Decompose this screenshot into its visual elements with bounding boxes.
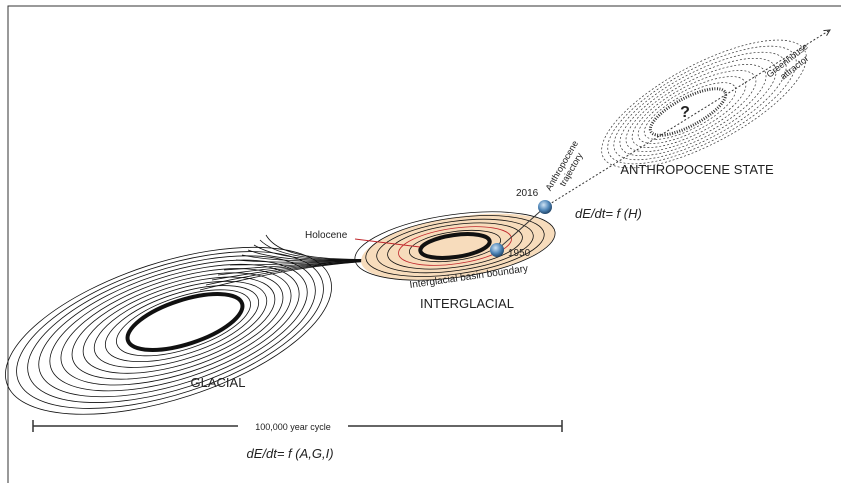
frame: [7, 5, 841, 483]
holocene-label: Holocene: [305, 230, 348, 241]
cycle-label: 100,000 year cycle: [255, 422, 331, 432]
interglacial-loop: [409, 229, 501, 263]
interglacial-loop: [365, 215, 545, 277]
equation-agi: dE/dt= f (A,G,I): [246, 446, 333, 461]
glacial-loop: [49, 263, 300, 392]
year-label: 2016: [516, 188, 539, 199]
glacial-loop: [71, 272, 284, 380]
glacial-loop: [125, 292, 245, 352]
question-mark: ?: [680, 104, 690, 121]
glacial-loop: [60, 268, 292, 386]
interglacial-attractor: [354, 211, 556, 281]
glacial-loop: [16, 251, 324, 409]
equation-h: dE/dt= f (H): [575, 206, 642, 221]
anthropocene-loop: [631, 70, 757, 148]
anthropocene-loop: [643, 82, 737, 140]
trajectory-label: Anthropocene trajectory: [543, 137, 590, 198]
glacial-loop: [27, 255, 316, 403]
interglacial-loop: [398, 226, 512, 266]
year-label: 1950: [508, 248, 531, 259]
anthropocene-loop: [648, 87, 728, 137]
anthropocene-state-label: ANTHROPOCENE STATE: [620, 162, 774, 177]
glacial-attractor: [5, 234, 421, 415]
interglacial-loop: [354, 211, 556, 281]
anthropocene-loop: [637, 76, 747, 144]
interglacial-loop: [376, 218, 534, 274]
trajectory-solid: [496, 206, 546, 251]
earth-1950: [490, 243, 504, 257]
interglacial-loop: [418, 232, 492, 260]
glacial-loop: [116, 289, 251, 357]
glacial-label: GLACIAL: [191, 375, 246, 390]
holocene-pointer: [354, 238, 421, 248]
glacial-loop: [82, 276, 276, 374]
anthropocene-loop: [619, 57, 777, 157]
anthropocene-loop: [613, 51, 787, 161]
interglacial-basin: [361, 213, 555, 281]
anthropocene-loop: [625, 64, 767, 152]
glacial-loop: [104, 285, 260, 363]
interglacial-loop: [387, 222, 523, 270]
scale-label-bg: [238, 418, 348, 434]
interglacial-label: INTERGLACIAL: [420, 296, 514, 311]
glacial-loop: [38, 259, 308, 398]
earth-2016: [538, 200, 552, 214]
glacial-loop: [5, 246, 332, 415]
glacial-loop: [93, 280, 268, 368]
